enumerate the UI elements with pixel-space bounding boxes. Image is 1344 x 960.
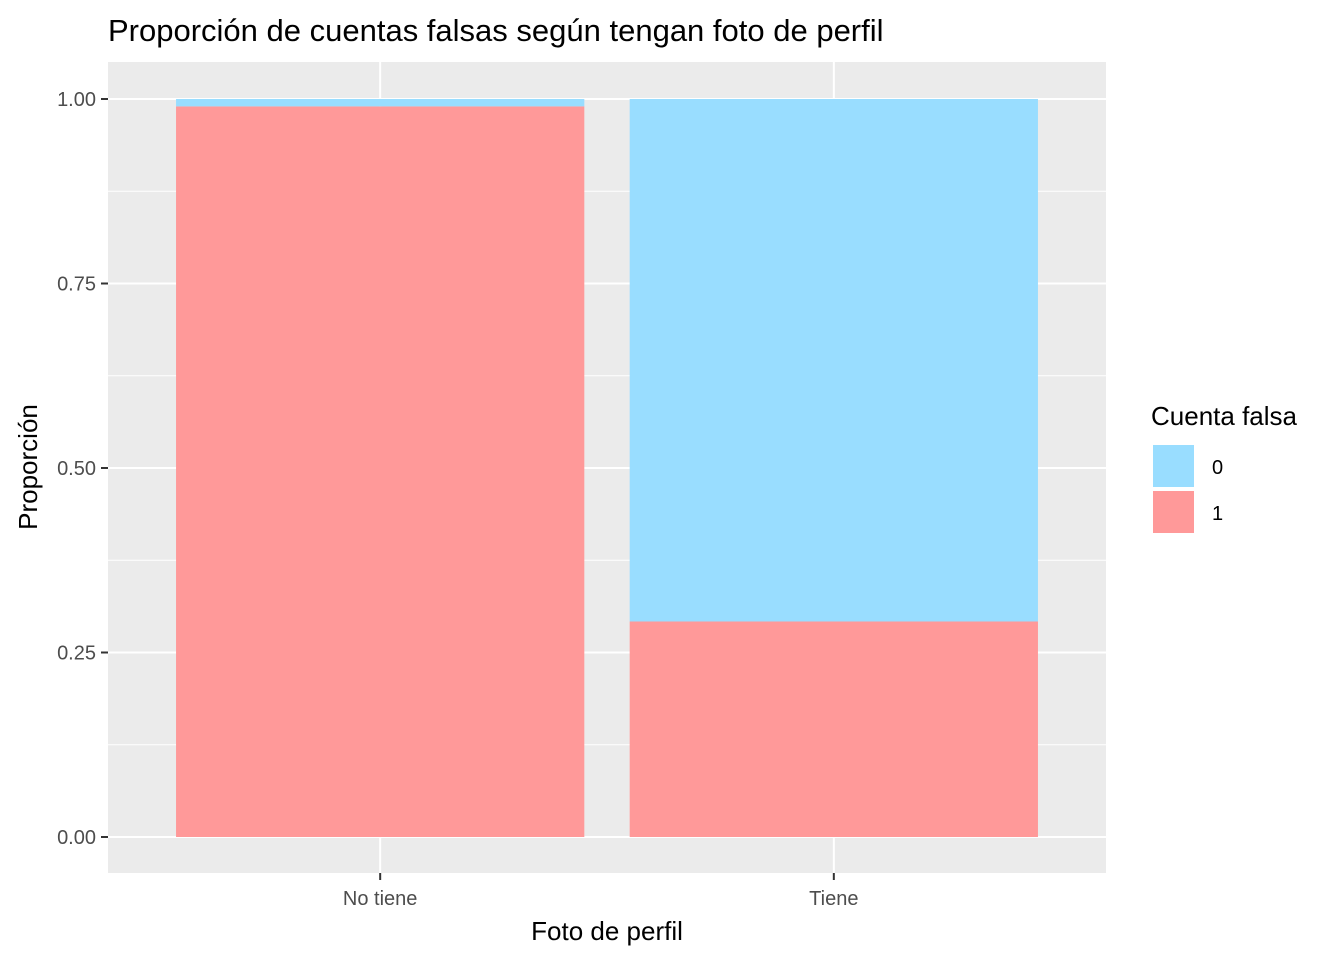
x-axis-title: Foto de perfil bbox=[531, 916, 683, 946]
y-tick-label: 0.75 bbox=[57, 274, 96, 296]
y-axis-title: Proporción bbox=[13, 404, 43, 530]
x-tick-label: Tiene bbox=[809, 888, 858, 910]
legend-key-0 bbox=[1151, 443, 1196, 489]
chart-title: Proporción de cuentas falsas según tenga… bbox=[108, 13, 884, 48]
bar-segment-0-no-tiene bbox=[176, 99, 585, 107]
legend-key-1 bbox=[1151, 489, 1196, 535]
bar-segment-0-tiene bbox=[629, 99, 1038, 622]
legend-label-0: 0 bbox=[1212, 457, 1223, 479]
legend: Cuenta falsa 0 1 bbox=[1151, 401, 1298, 535]
x-tick-label: No tiene bbox=[343, 888, 418, 910]
y-tick-label: 0.25 bbox=[57, 643, 96, 665]
x-axis: No tiene Tiene bbox=[343, 873, 858, 910]
legend-title: Cuenta falsa bbox=[1151, 401, 1298, 431]
legend-label-1: 1 bbox=[1212, 503, 1223, 525]
y-axis: 0.00 0.25 0.50 0.75 1.00 bbox=[57, 89, 108, 849]
y-tick-label: 1.00 bbox=[57, 89, 96, 111]
bar-segment-1-no-tiene bbox=[176, 106, 585, 837]
bar-segment-1-tiene bbox=[629, 621, 1038, 837]
y-tick-label: 0.50 bbox=[57, 458, 96, 480]
y-tick-label: 0.00 bbox=[57, 827, 96, 849]
bars bbox=[176, 99, 1038, 837]
